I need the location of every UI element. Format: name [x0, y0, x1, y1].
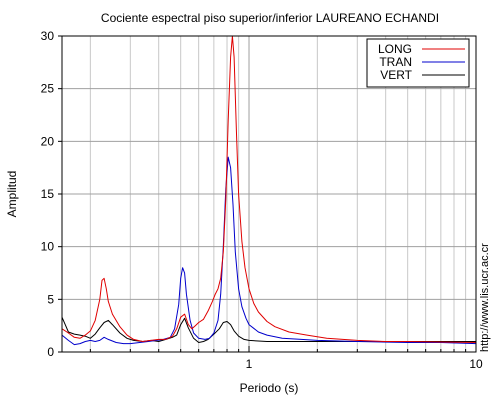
y-tick-label: 10 — [41, 240, 55, 254]
x-tick-label: 10 — [469, 357, 483, 371]
y-tick-label: 15 — [41, 187, 55, 201]
y-tick-label: 25 — [41, 82, 55, 96]
series-layer — [62, 36, 476, 346]
legend-box — [366, 38, 470, 88]
y-tick-label: 20 — [41, 134, 55, 148]
legend-label-long: LONG — [378, 42, 412, 56]
y-tick-label: 0 — [47, 345, 54, 359]
axis-ticks: 0 5 10 15 20 25 30 1 10 — [41, 29, 483, 371]
series-line-long — [62, 36, 476, 343]
legend-label-vert: VERT — [380, 68, 412, 82]
series-line-vert — [62, 317, 476, 343]
credit-url: http://www.lis.ucr.ac.cr — [479, 243, 491, 352]
x-tick-label: 1 — [246, 357, 253, 371]
series-line-tran — [62, 156, 476, 346]
x-axis-label: Periodo (s) — [240, 381, 299, 395]
y-tick-label: 30 — [41, 29, 55, 43]
chart-title: Cociente espectral piso superior/inferio… — [101, 11, 439, 25]
y-axis-label: Amplitud — [5, 171, 19, 218]
legend-label-tran: TRAN — [379, 55, 412, 69]
y-tick-label: 5 — [47, 292, 54, 306]
